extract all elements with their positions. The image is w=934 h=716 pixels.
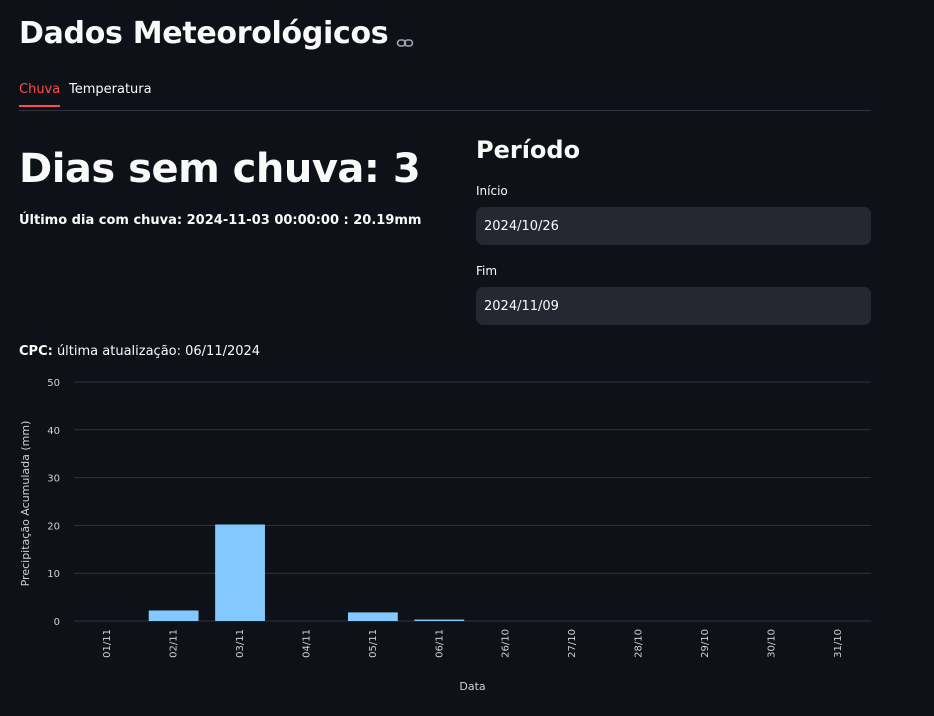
tab-bar: Chuva Temperatura [19, 74, 871, 111]
x-axis-title: Data [459, 680, 485, 693]
y-tick-label: 0 [54, 617, 60, 628]
x-tick-label: 27/10 [567, 629, 578, 658]
cpc-prefix: CPC: [19, 344, 53, 359]
x-tick-label: 29/10 [700, 629, 711, 658]
x-tick-label: 28/10 [634, 629, 645, 658]
y-axis-title: Precipitação Acumulada (mm) [19, 421, 32, 587]
x-tick-label: 30/10 [766, 629, 777, 658]
end-date-input[interactable] [476, 287, 871, 325]
cpc-update-info: CPC: última atualização: 06/11/2024 [19, 344, 260, 359]
x-tick-label: 02/11 [169, 629, 180, 658]
page-title: Dados Meteorológicos [19, 16, 414, 51]
bar-03-11 [215, 524, 265, 621]
y-tick-label: 10 [47, 569, 60, 580]
x-tick-label: 01/11 [102, 629, 113, 658]
tab-temperatura[interactable]: Temperatura [69, 82, 152, 97]
period-title: Período [476, 136, 581, 164]
x-tick-label: 26/10 [501, 629, 512, 658]
x-tick-label: 04/11 [301, 629, 312, 658]
x-tick-label: 03/11 [235, 629, 246, 658]
bar-02-11 [148, 610, 199, 621]
days-without-rain: Dias sem chuva: 3 [19, 146, 421, 192]
page-title-text: Dados Meteorológicos [19, 16, 389, 51]
start-date-input[interactable] [476, 207, 871, 245]
cpc-update-text: última atualização: 06/11/2024 [52, 344, 261, 359]
bar-06-11 [414, 619, 465, 621]
tab-chuva[interactable]: Chuva [19, 82, 61, 107]
y-tick-label: 20 [47, 521, 60, 532]
x-tick-label: 31/10 [833, 629, 844, 658]
y-tick-label: 40 [47, 426, 60, 437]
x-tick-label: 05/11 [368, 629, 379, 658]
y-tick-label: 30 [47, 474, 60, 485]
y-tick-label: 50 [47, 378, 60, 389]
x-tick-label: 06/11 [434, 629, 445, 658]
precipitation-chart: 0 10 20 30 40 50 01/11 02/11 03/11 04/11 05/11 06/1… [19, 378, 871, 693]
end-date-label: Fim [476, 264, 498, 278]
last-rain-info: Último dia com chuva: 2024-11-03 00:00:0… [19, 213, 422, 228]
start-date-label: Início [476, 184, 508, 198]
bar-05-11 [347, 612, 398, 621]
link-icon[interactable] [396, 25, 414, 47]
